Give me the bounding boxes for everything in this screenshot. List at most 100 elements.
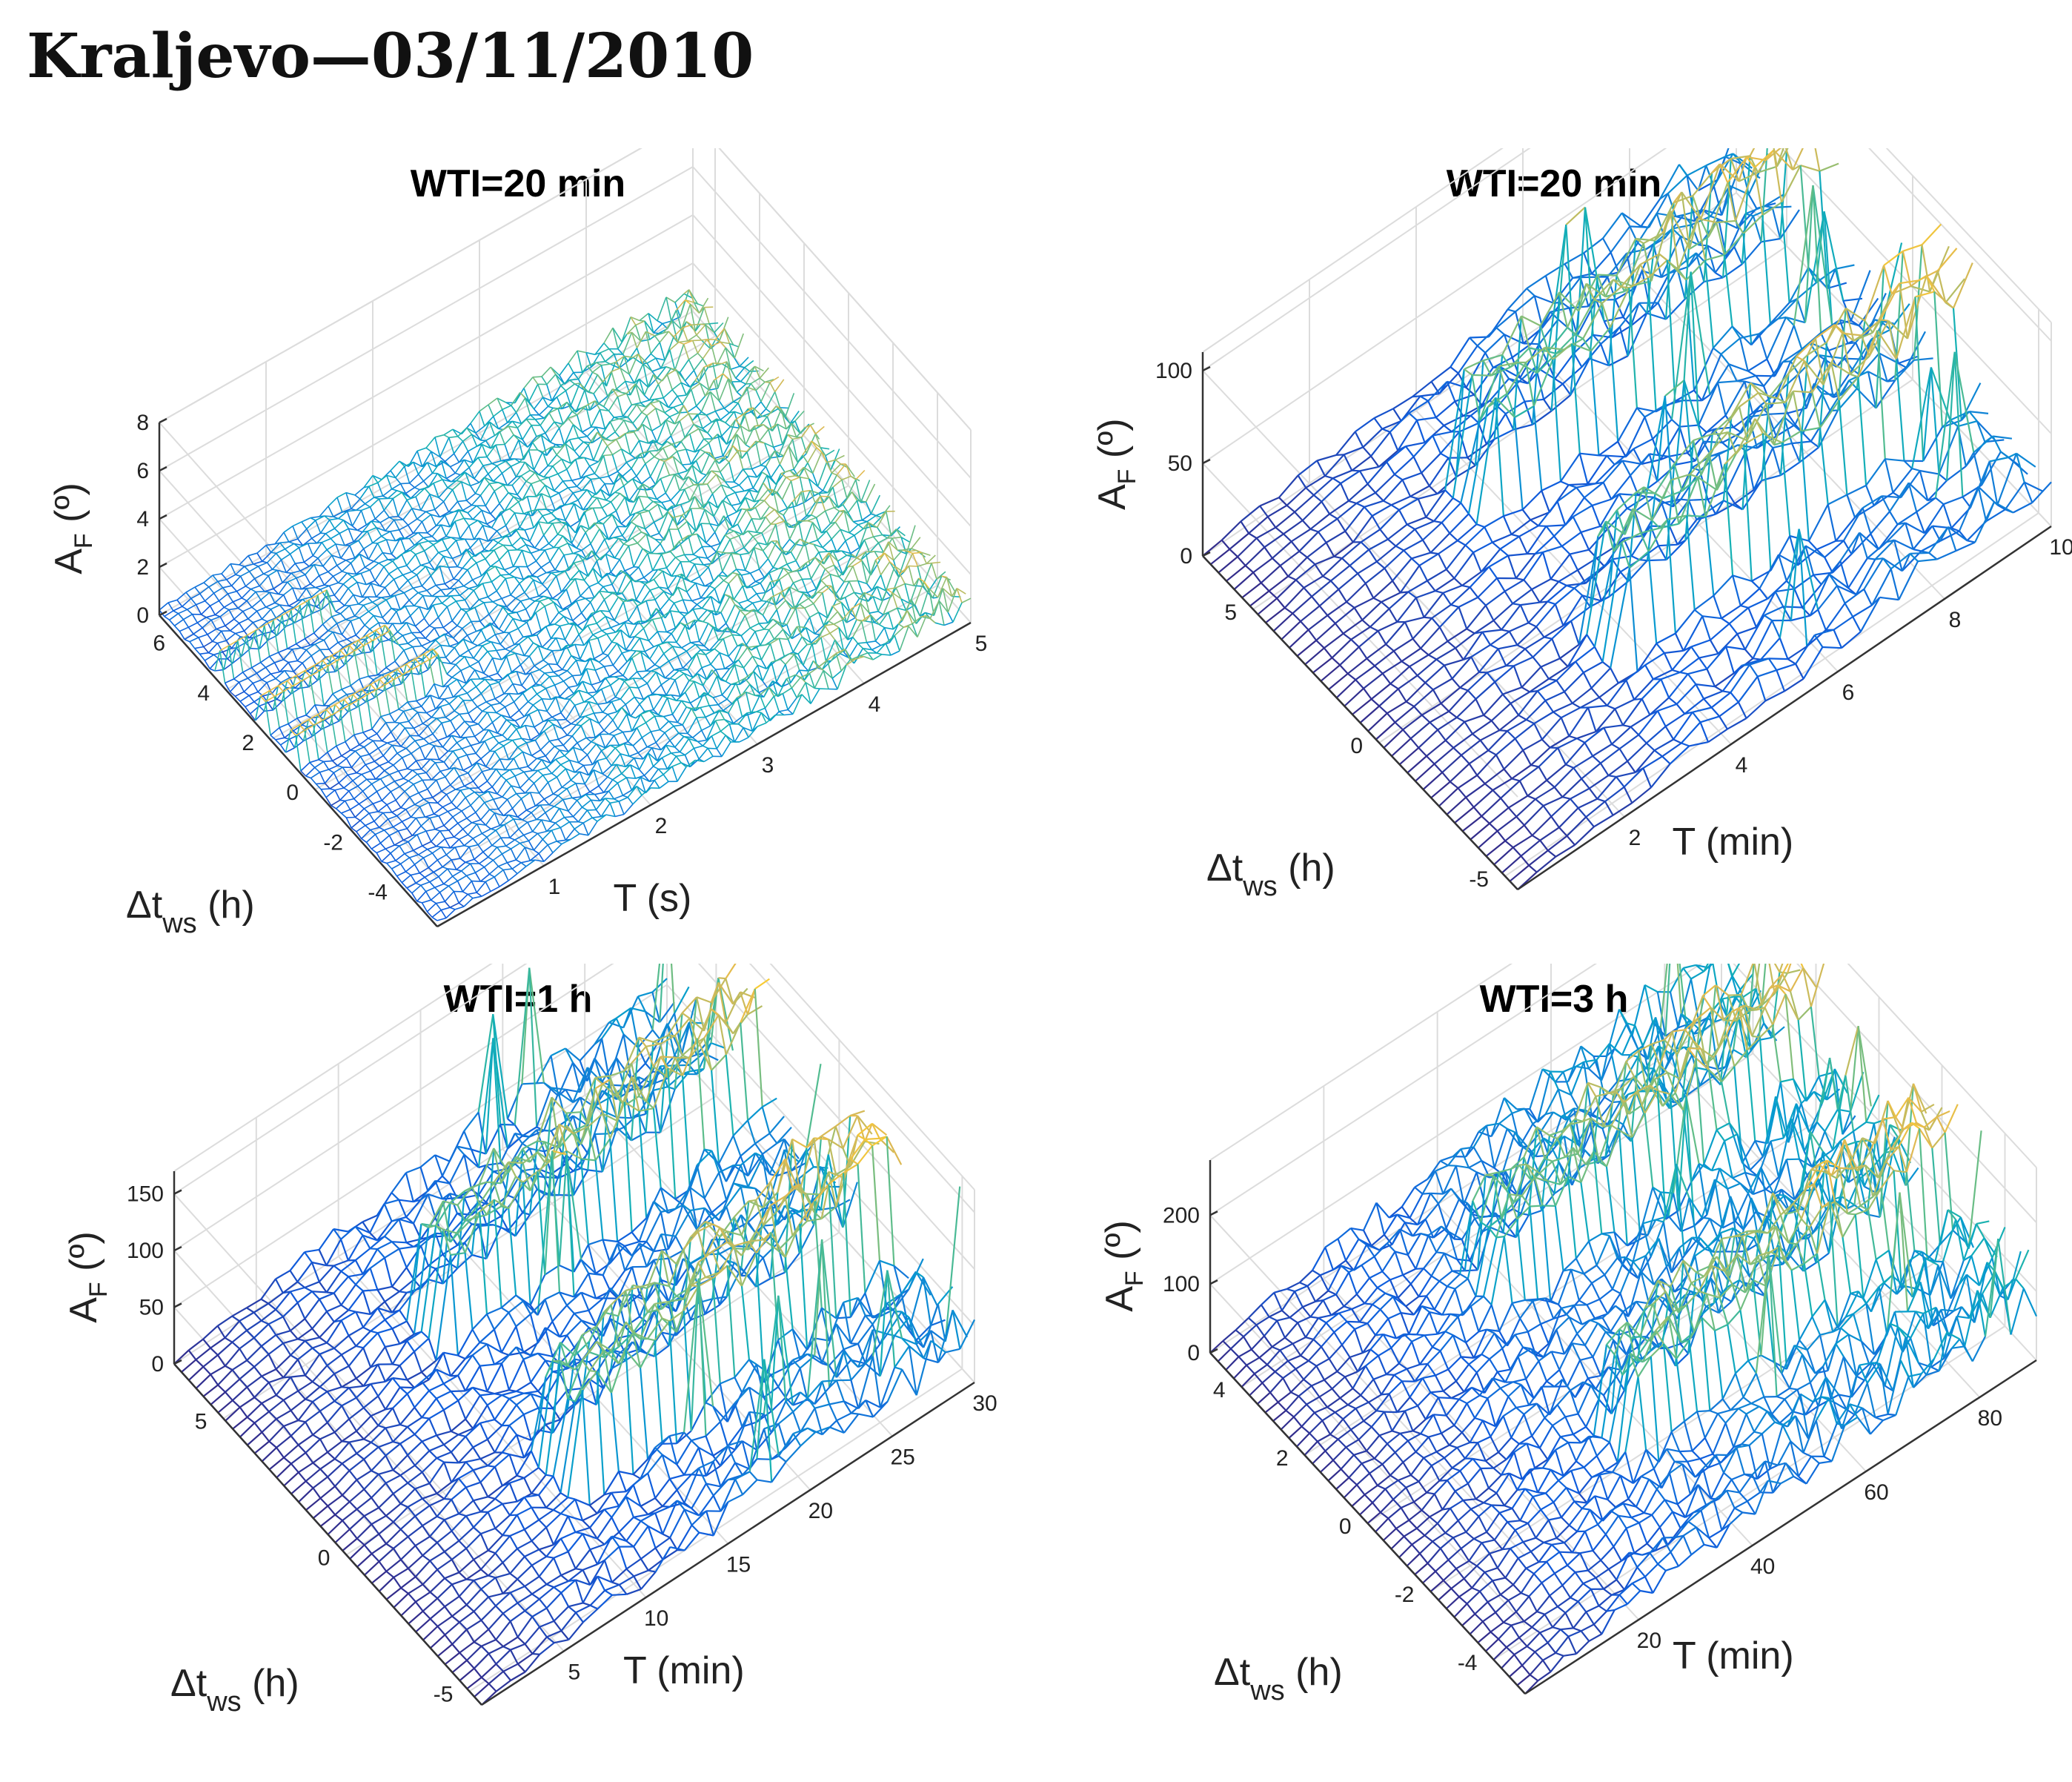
mesh-segment bbox=[701, 596, 711, 609]
mesh-segment bbox=[405, 740, 416, 749]
mesh-segment bbox=[565, 383, 575, 391]
mesh-segment bbox=[588, 640, 595, 659]
mesh-segment bbox=[601, 627, 611, 632]
mesh-segment bbox=[399, 460, 405, 467]
mesh-segment bbox=[554, 480, 564, 491]
mesh-segment bbox=[455, 663, 462, 672]
mesh-segment bbox=[447, 487, 453, 491]
mesh-segment bbox=[309, 670, 319, 677]
mesh-segment bbox=[408, 592, 419, 601]
mesh-segment bbox=[494, 549, 500, 560]
mesh-segment bbox=[338, 511, 348, 520]
mesh-segment bbox=[708, 623, 714, 628]
mesh-segment bbox=[745, 569, 751, 574]
mesh-segment bbox=[518, 643, 525, 656]
mesh-segment bbox=[270, 735, 276, 741]
mesh-segment bbox=[481, 443, 491, 449]
mesh-segment bbox=[300, 762, 311, 772]
box-edge bbox=[718, 148, 972, 431]
mesh-segment bbox=[600, 421, 611, 437]
mesh-segment bbox=[428, 659, 435, 684]
mesh-segment bbox=[505, 643, 515, 650]
mesh-segment bbox=[568, 486, 577, 488]
mesh-segment bbox=[650, 403, 657, 409]
mesh-segment bbox=[274, 531, 285, 545]
mesh-segment bbox=[394, 574, 403, 580]
mesh-segment bbox=[365, 761, 375, 766]
mesh-segment bbox=[348, 705, 355, 735]
mesh-segment bbox=[349, 545, 356, 559]
mesh-segment bbox=[250, 713, 256, 721]
mesh-segment bbox=[437, 654, 444, 687]
mesh-segment bbox=[385, 578, 395, 589]
mesh-segment bbox=[675, 299, 686, 311]
mesh-segment bbox=[747, 530, 754, 537]
mesh-segment bbox=[751, 464, 761, 470]
mesh-segment bbox=[291, 680, 302, 687]
mesh-segment bbox=[530, 672, 537, 685]
mesh-segment bbox=[605, 491, 616, 501]
mesh-segment bbox=[664, 412, 671, 417]
mesh-segment bbox=[419, 625, 430, 633]
mesh-segment bbox=[407, 643, 414, 648]
mesh-segment bbox=[868, 522, 878, 529]
mesh-segment bbox=[653, 374, 663, 382]
mesh-segment bbox=[841, 480, 848, 499]
mesh-segment bbox=[703, 307, 710, 325]
mesh-segment bbox=[558, 675, 565, 682]
mesh-segment bbox=[711, 470, 720, 473]
mesh-segment bbox=[607, 439, 617, 447]
mesh-segment bbox=[305, 665, 314, 672]
mesh-segment bbox=[286, 680, 293, 687]
mesh-segment bbox=[438, 751, 449, 761]
mesh-segment bbox=[350, 744, 360, 751]
mesh-segment bbox=[537, 688, 546, 695]
mesh-segment bbox=[574, 511, 585, 534]
mesh-segment bbox=[481, 510, 488, 525]
mesh-segment bbox=[366, 778, 373, 785]
mesh-segment bbox=[285, 609, 292, 627]
mesh-segment bbox=[709, 523, 720, 527]
chart-panel-1: WTI=20 min 0 2 4 6 8 -4 -2 0 2 4 6 1 2 3 4 5 AF (º) Δtws … bbox=[0, 148, 1036, 964]
mesh-segment bbox=[345, 750, 356, 759]
mesh-segment bbox=[594, 523, 600, 530]
mesh-segment bbox=[356, 772, 362, 775]
mesh-segment bbox=[389, 709, 399, 715]
mesh-segment bbox=[641, 353, 651, 365]
mesh-segment bbox=[465, 472, 471, 486]
mesh-segment bbox=[386, 475, 393, 490]
mesh-segment bbox=[639, 637, 645, 652]
mesh-segment bbox=[617, 661, 628, 672]
mesh-segment bbox=[471, 621, 477, 632]
mesh-segment bbox=[748, 489, 759, 493]
mesh-segment bbox=[811, 522, 819, 540]
mesh-segment bbox=[565, 643, 576, 646]
mesh-segment bbox=[502, 409, 508, 423]
mesh-segment bbox=[445, 588, 456, 597]
mesh-segment bbox=[182, 619, 189, 628]
mesh-segment bbox=[557, 390, 566, 398]
mesh-segment bbox=[391, 812, 398, 817]
mesh-segment bbox=[734, 333, 744, 359]
mesh-segment bbox=[470, 411, 480, 424]
mesh-segment bbox=[598, 661, 605, 667]
mesh-segment bbox=[472, 575, 482, 580]
mesh-segment bbox=[441, 524, 451, 528]
mesh-segment bbox=[601, 684, 611, 690]
mesh-segment bbox=[456, 501, 464, 511]
mesh-segment bbox=[445, 710, 455, 718]
mesh-segment bbox=[634, 423, 644, 433]
mesh-segment bbox=[446, 673, 453, 678]
mesh-segment bbox=[205, 600, 211, 606]
mesh-segment bbox=[344, 594, 354, 606]
mesh-segment bbox=[757, 408, 767, 419]
mesh-segment bbox=[778, 508, 788, 513]
mesh-segment bbox=[659, 342, 665, 361]
mesh-segment bbox=[640, 400, 650, 404]
mesh-segment bbox=[451, 557, 458, 568]
mesh-segment bbox=[654, 335, 660, 343]
mesh-segment bbox=[709, 523, 716, 533]
mesh-segment bbox=[244, 563, 254, 567]
mesh-segment bbox=[551, 505, 561, 514]
mesh-segment bbox=[505, 402, 512, 406]
